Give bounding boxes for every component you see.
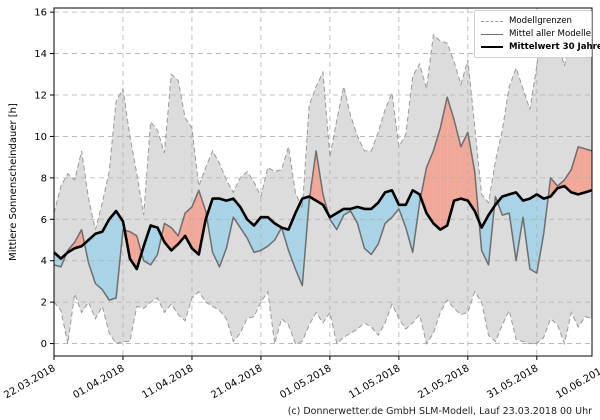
deviation-area-above: [447, 97, 455, 226]
deviation-area-below: [219, 198, 227, 267]
deviation-area-below: [405, 190, 413, 253]
deviation-area-below: [364, 208, 372, 255]
deviation-area-below: [88, 233, 96, 284]
deviation-area-below: [102, 219, 110, 301]
deviation-area-above: [191, 190, 199, 255]
legend-swatch-dashed: [481, 20, 503, 22]
model-mean-line: [53, 96, 593, 301]
x-tick-label: 11.04.2018: [140, 363, 195, 401]
deviation-area-below: [212, 198, 220, 267]
plot-frame: [53, 7, 593, 357]
y-tick-label: 6: [41, 215, 47, 226]
climate-mean-line: [53, 184, 593, 271]
y-tick-label: 12: [34, 91, 47, 102]
y-tick-label: 10: [34, 132, 47, 143]
deviation-area-below: [529, 194, 537, 274]
deviation-area-below: [150, 225, 158, 265]
copyright-footer: (c) Donnerwetter.de GmbH SLM-Modell, Lau…: [287, 406, 592, 417]
deviation-area-below: [54, 252, 61, 267]
x-tick-label: 21.05.2018: [416, 363, 471, 401]
deviation-area-below: [502, 194, 510, 216]
x-tick-label: 31.05.2018: [485, 363, 540, 401]
deviation-area-below: [378, 192, 386, 245]
deviation-area-above: [460, 132, 468, 201]
deviation-area-below: [247, 219, 254, 253]
deviation-area-above: [585, 148, 592, 193]
deviation-area-below: [254, 217, 261, 253]
deviation-area-above: [550, 177, 558, 197]
model-lower-bound-line: [53, 290, 593, 346]
deviation-area-above: [426, 150, 434, 224]
x-tick-label: 11.05.2018: [347, 363, 402, 401]
y-tick-label: 16: [34, 8, 47, 19]
deviation-area-above: [571, 146, 579, 195]
model-upper-bound-line: [53, 18, 593, 230]
y-tick-label: 14: [34, 49, 47, 60]
deviation-area-above: [578, 146, 586, 195]
y-axis-label: Mittlere Sonnenscheindauer [h]: [8, 103, 19, 261]
deviation-area-below: [516, 192, 523, 261]
y-tick-label: 4: [41, 256, 47, 267]
legend-entry-climate: Mittelwert 30 Jahre: [481, 41, 600, 53]
deviation-area-below: [295, 198, 303, 286]
deviation-area-above: [467, 132, 475, 211]
deviation-area-below: [143, 225, 151, 265]
deviation-area-above: [433, 128, 441, 230]
chart-legend: Modellgrenzen Mittel aller Modelle Mitte…: [474, 10, 600, 58]
model-range-band: [54, 18, 592, 344]
x-tick-label: 21.04.2018: [209, 363, 264, 401]
deviation-area-above: [440, 97, 448, 230]
deviation-area-below: [95, 231, 103, 290]
deviation-area-below: [267, 217, 275, 247]
deviation-area-below: [385, 190, 392, 224]
deviation-area-below: [226, 198, 234, 249]
deviation-area-below: [260, 217, 268, 251]
deviation-area-below: [357, 206, 365, 249]
deviation-area-below: [536, 194, 544, 274]
x-tick-label: 22.03.2018: [2, 363, 57, 401]
deviation-area-above: [454, 119, 461, 201]
legend-label: Modellgrenzen: [509, 16, 572, 26]
x-tick-label: 01.04.2018: [71, 363, 126, 401]
legend-label: Mittel aller Modelle: [509, 29, 592, 39]
y-tick-label: 2: [41, 298, 47, 309]
y-tick-label: 0: [41, 339, 47, 350]
legend-entry-model-mean: Mittel aller Modelle: [481, 28, 591, 40]
deviation-area-below: [371, 202, 379, 255]
legend-swatch-black: [481, 46, 503, 48]
legend-label: Mittelwert 30 Jahre: [509, 42, 600, 52]
deviation-area-below: [109, 211, 117, 301]
x-tick-label: 01.05.2018: [278, 363, 333, 401]
y-tick-label: 8: [41, 173, 47, 184]
x-tick-label: 10.06.2018: [554, 363, 600, 401]
legend-entry-model-bounds: Modellgrenzen: [481, 15, 572, 27]
legend-swatch-gray: [481, 33, 503, 35]
